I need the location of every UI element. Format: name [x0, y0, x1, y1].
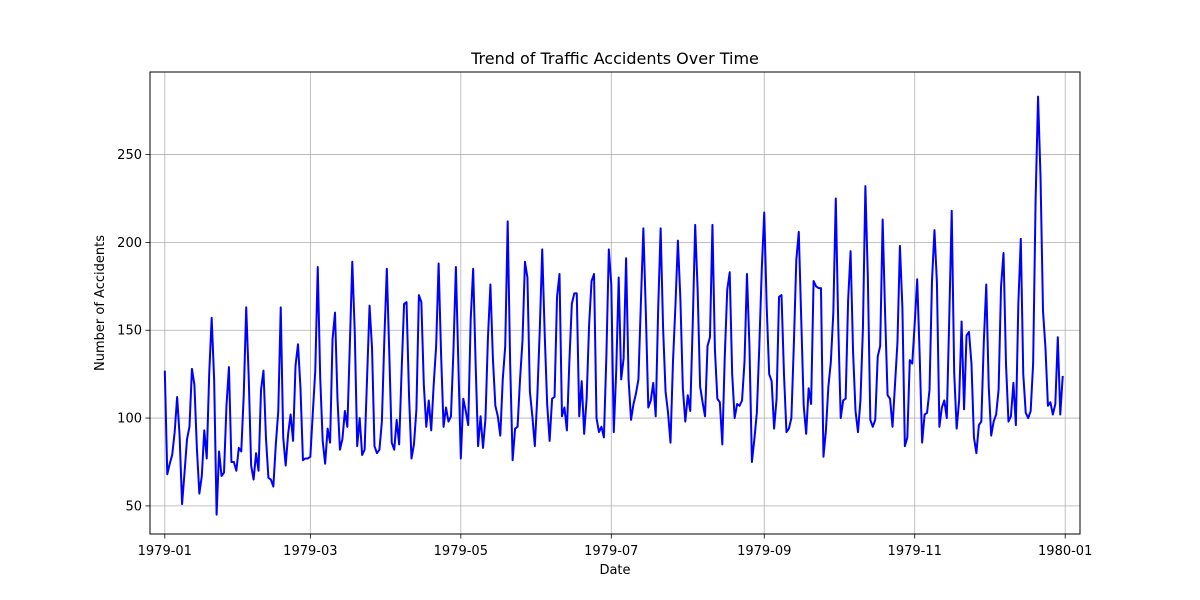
x-tick-label: 1979-05 [434, 544, 488, 559]
chart-title: Trend of Traffic Accidents Over Time [470, 49, 759, 68]
x-axis-ticks: 1979-01 1979-03 1979-05 1979-07 1979-09 1979-… [138, 534, 1092, 559]
plot-frame [149, 71, 1081, 535]
y-axis-ticks: 50 100 150 200 250 [117, 148, 150, 514]
x-tick-label: 1979-01 [138, 544, 192, 559]
x-tick-label: 1979-07 [584, 544, 638, 559]
y-tick-label: 50 [125, 499, 142, 514]
series-group [163, 95, 1064, 516]
x-tick-label: 1979-11 [888, 544, 942, 559]
y-tick-label: 150 [117, 324, 142, 339]
x-axis-label: Date [599, 563, 630, 578]
y-tick-label: 200 [117, 236, 142, 251]
y-tick-label: 100 [117, 412, 142, 427]
x-tick-label: 1980-01 [1038, 544, 1092, 559]
x-tick-label: 1979-03 [283, 544, 337, 559]
y-axis-label: Number of Accidents [93, 235, 108, 371]
series-line-accidents [163, 95, 1064, 516]
y-tick-label: 250 [117, 148, 142, 163]
x-tick-label: 1979-09 [737, 544, 791, 559]
